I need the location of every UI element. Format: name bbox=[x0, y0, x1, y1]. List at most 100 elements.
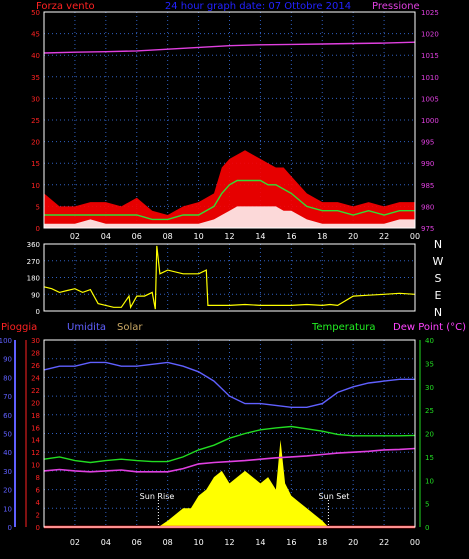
bottom-x-tick: 06 bbox=[132, 538, 142, 547]
rain-y-tick: 20 bbox=[31, 399, 40, 407]
wind-x-tick: 02 bbox=[70, 232, 80, 241]
direction-y-tick: 90 bbox=[31, 291, 40, 299]
humidity-y-tick: 40 bbox=[3, 449, 12, 457]
rain-y-tick: 16 bbox=[31, 424, 40, 432]
pressure-y-tick: 990 bbox=[421, 160, 434, 168]
rain-y-tick: 22 bbox=[31, 387, 40, 395]
rain-y-tick: 18 bbox=[31, 412, 40, 420]
rain-y-tick: 8 bbox=[36, 474, 40, 482]
bottom-x-tick: 00 bbox=[410, 538, 420, 547]
bottom-x-tick: 18 bbox=[317, 538, 327, 547]
wind-y-tick: 5 bbox=[36, 203, 40, 211]
wind-direction-line bbox=[43, 245, 416, 310]
pressure-axis-label: Pressione bbox=[372, 1, 420, 12]
bottom-x-tick: 22 bbox=[379, 538, 389, 547]
bottom-x-tick: 08 bbox=[163, 538, 173, 547]
pressure-y-tick: 980 bbox=[421, 203, 434, 211]
wind-y-tick: 15 bbox=[31, 160, 40, 168]
humidity-y-tick: 80 bbox=[3, 374, 12, 382]
humidity-line bbox=[43, 361, 415, 408]
temperature-line bbox=[43, 425, 416, 464]
bottom-panel-frame bbox=[43, 339, 416, 528]
sun-rise-label: Sun Rise bbox=[140, 492, 175, 501]
wind-y-tick: 0 bbox=[36, 225, 40, 233]
pressure-y-tick: 985 bbox=[421, 182, 434, 190]
direction-y-tick: 360 bbox=[27, 241, 40, 249]
rain-y-tick: 6 bbox=[36, 487, 41, 495]
bottom-x-tick: 02 bbox=[70, 538, 80, 547]
dewpoint-axis-label: Dew Point (°C) bbox=[393, 322, 466, 333]
compass-label: N bbox=[434, 306, 442, 319]
compass-label: W bbox=[433, 255, 444, 268]
pressure-y-tick: 975 bbox=[421, 225, 434, 233]
humidity-axis-label: Umidita bbox=[67, 322, 106, 333]
humidity-y-tick: 30 bbox=[3, 468, 12, 476]
rain-y-tick: 26 bbox=[31, 362, 40, 370]
compass-label: E bbox=[435, 289, 442, 302]
rain-y-tick: 30 bbox=[31, 337, 40, 345]
bottom-x-tick: 20 bbox=[348, 538, 358, 547]
direction-panel-frame bbox=[43, 243, 416, 312]
wind-speed-area bbox=[44, 206, 415, 228]
pressure-y-tick: 1000 bbox=[421, 117, 439, 125]
pressure-y-tick: 1020 bbox=[421, 31, 439, 39]
wind-x-tick: 06 bbox=[132, 232, 142, 241]
pressure-y-tick: 995 bbox=[421, 139, 434, 147]
temperature-y-tick: 0 bbox=[425, 524, 429, 532]
wind-y-tick: 30 bbox=[31, 95, 40, 103]
temperature-y-tick: 15 bbox=[425, 454, 434, 462]
humidity-y-tick: 10 bbox=[3, 505, 12, 513]
wind-y-tick: 45 bbox=[31, 31, 40, 39]
wind-y-tick: 25 bbox=[31, 117, 40, 125]
wind-x-tick: 00 bbox=[410, 232, 420, 241]
temperature-y-tick: 35 bbox=[425, 360, 434, 368]
wind-x-tick: 10 bbox=[193, 232, 203, 241]
rain-y-tick: 12 bbox=[31, 449, 40, 457]
wind-x-tick: 20 bbox=[348, 232, 358, 241]
wind-panel-frame bbox=[43, 11, 416, 229]
sun-set-label: Sun Set bbox=[319, 492, 350, 501]
dewpoint-line bbox=[43, 447, 416, 473]
compass-label: S bbox=[435, 272, 442, 285]
direction-y-tick: 270 bbox=[27, 258, 40, 266]
direction-y-tick: 180 bbox=[27, 275, 40, 283]
wind-average-line bbox=[44, 179, 415, 221]
pressure-y-tick: 1015 bbox=[421, 52, 439, 60]
rain-y-tick: 14 bbox=[31, 437, 40, 445]
wind-y-tick: 10 bbox=[31, 182, 40, 190]
wind-x-tick: 18 bbox=[317, 232, 327, 241]
humidity-y-tick: 60 bbox=[3, 412, 12, 420]
pressure-y-tick: 1010 bbox=[421, 74, 439, 82]
temperature-y-tick: 40 bbox=[425, 337, 434, 345]
humidity-y-tick: 0 bbox=[8, 524, 12, 532]
rain-y-tick: 4 bbox=[36, 499, 41, 507]
chart-title: 24 hour graph date: 07 Ottobre 2014 bbox=[165, 1, 351, 12]
wind-x-tick: 22 bbox=[379, 232, 389, 241]
bottom-x-tick: 10 bbox=[193, 538, 203, 547]
rain-y-tick: 28 bbox=[31, 349, 40, 357]
temperature-y-tick: 10 bbox=[425, 477, 434, 485]
temperature-y-tick: 25 bbox=[425, 407, 434, 415]
humidity-y-tick: 70 bbox=[3, 393, 12, 401]
pressure-y-tick: 1025 bbox=[421, 9, 439, 17]
rain-axis-label: Pioggia bbox=[1, 322, 37, 333]
temperature-y-tick: 20 bbox=[425, 431, 434, 439]
temperature-y-tick: 5 bbox=[425, 501, 429, 509]
temperature-axis-label: Temperatura bbox=[311, 322, 376, 333]
wind-y-tick: 35 bbox=[31, 74, 40, 82]
temperature-y-tick: 30 bbox=[425, 384, 434, 392]
wind-y-tick: 50 bbox=[31, 9, 40, 17]
rain-y-tick: 24 bbox=[31, 374, 40, 382]
humidity-y-tick: 90 bbox=[3, 356, 12, 364]
solar-axis-label: Solar bbox=[117, 322, 143, 333]
wind-y-tick: 40 bbox=[31, 52, 40, 60]
humidity-y-tick: 100 bbox=[0, 337, 12, 345]
pressure-y-tick: 1005 bbox=[421, 95, 439, 103]
wind-x-tick: 04 bbox=[101, 232, 111, 241]
wind-x-tick: 08 bbox=[163, 232, 173, 241]
humidity-y-tick: 50 bbox=[3, 431, 12, 439]
wind-x-tick: 12 bbox=[224, 232, 234, 241]
